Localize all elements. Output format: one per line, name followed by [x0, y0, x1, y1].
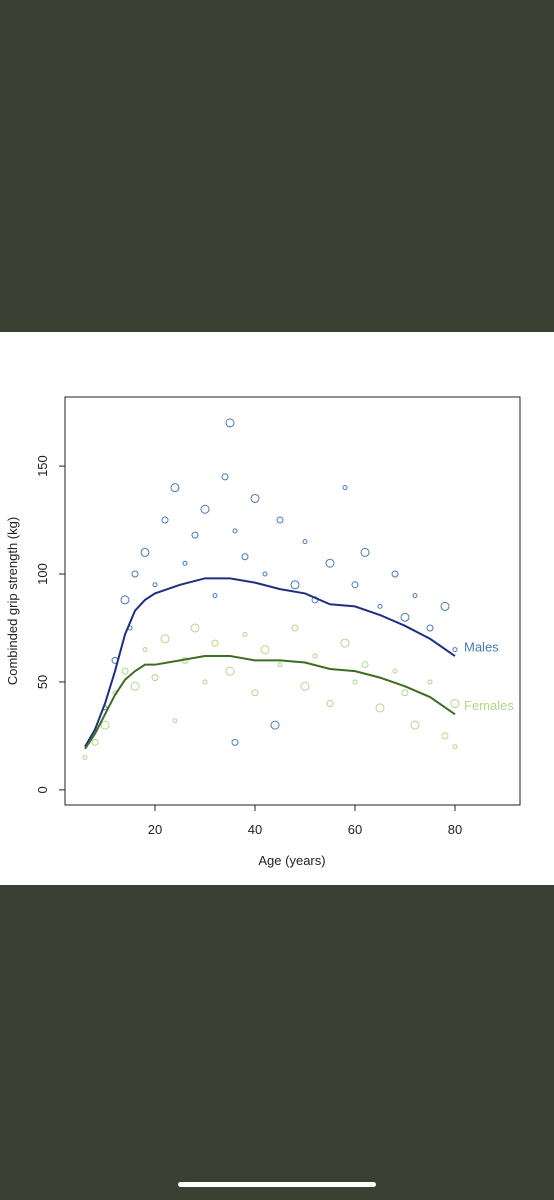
data-point [312, 653, 318, 659]
image-area [0, 332, 554, 885]
data-point [190, 623, 200, 633]
data-point [260, 645, 270, 655]
data-point [392, 668, 398, 674]
home-indicator[interactable] [178, 1182, 376, 1187]
data-point [100, 720, 110, 730]
data-point [232, 528, 238, 534]
data-point [241, 553, 249, 561]
data-point [140, 547, 150, 557]
data-point [391, 570, 399, 578]
data-point [291, 624, 299, 632]
data-point [427, 679, 433, 685]
data-point [361, 661, 369, 669]
data-point [225, 666, 235, 676]
x-tick-label: 80 [448, 822, 462, 837]
data-point [360, 547, 370, 557]
data-point [91, 738, 99, 746]
data-point [225, 418, 235, 428]
data-point [161, 516, 169, 524]
data-point [182, 560, 188, 566]
data-point [160, 634, 170, 644]
data-point [151, 674, 159, 682]
data-point [340, 638, 350, 648]
x-tick-label: 40 [248, 822, 262, 837]
x-axis-label: Age (years) [258, 853, 325, 868]
data-point [342, 485, 348, 491]
data-point [202, 679, 208, 685]
top-backdrop [0, 0, 554, 332]
data-point [412, 593, 418, 599]
data-point [221, 473, 229, 481]
data-point [375, 703, 385, 713]
data-point [400, 612, 410, 622]
data-point [300, 681, 310, 691]
data-point [377, 603, 383, 609]
data-point [450, 699, 460, 709]
y-tick-label: 100 [35, 563, 50, 585]
data-point [440, 601, 450, 611]
data-point [276, 516, 284, 524]
x-tick-label: 20 [148, 822, 162, 837]
data-point [172, 718, 178, 724]
data-point [231, 738, 239, 746]
trend-line [84, 655, 456, 750]
y-axis-label: Combinded grip strength (kg) [5, 517, 20, 685]
data-point [325, 558, 335, 568]
series-label: Females [464, 698, 514, 713]
data-point [121, 667, 129, 675]
y-tick-label: 150 [35, 455, 50, 477]
y-tick-label: 0 [35, 786, 50, 793]
data-point [452, 744, 458, 750]
data-point [120, 595, 130, 605]
data-point [211, 639, 219, 647]
data-point [441, 732, 449, 740]
bottom-backdrop [0, 885, 554, 1200]
data-point [82, 755, 88, 761]
data-point [452, 647, 458, 653]
series-label: Males [464, 639, 499, 654]
data-point [242, 631, 248, 637]
data-point [152, 582, 158, 588]
data-point [250, 493, 260, 503]
x-tick-label: 60 [348, 822, 362, 837]
y-tick-label: 50 [35, 675, 50, 689]
data-point [212, 593, 218, 599]
data-point [142, 647, 148, 653]
data-point [351, 581, 359, 589]
trend-line [84, 577, 456, 748]
data-point [352, 679, 358, 685]
data-point [262, 571, 268, 577]
data-point [170, 483, 180, 493]
data-point [251, 689, 259, 697]
data-point [191, 531, 199, 539]
data-point [130, 681, 140, 691]
data-point [302, 539, 308, 545]
data-point [270, 720, 280, 730]
data-point [410, 720, 420, 730]
data-point [131, 570, 139, 578]
data-point [426, 624, 434, 632]
data-point [290, 580, 300, 590]
data-point [200, 504, 210, 514]
data-point [277, 662, 283, 668]
data-point [401, 689, 409, 697]
data-point [326, 700, 334, 708]
